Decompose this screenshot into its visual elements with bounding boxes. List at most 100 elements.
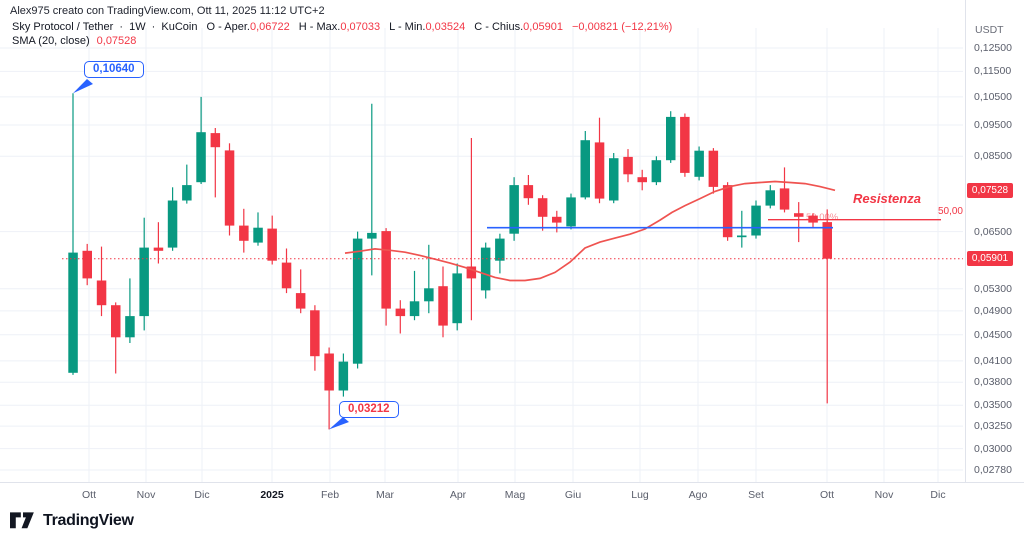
price-tick: 0,08500 — [974, 150, 1012, 163]
close-value: 0,05901 — [523, 21, 563, 33]
candle-body — [552, 216, 562, 223]
close-label: C - Chius. — [474, 21, 524, 33]
price-axis[interactable]: USDT 0,12500 0,11500 0,10500 0,09500 0,08500… — [965, 0, 1024, 510]
price-tick: 0,04100 — [974, 354, 1012, 367]
candle-body — [82, 250, 92, 279]
open-value: 0,06722 — [249, 21, 290, 33]
sma-label: SMA (20, close) — [12, 35, 90, 47]
time-tick: Mar — [375, 489, 395, 501]
candle-body — [466, 266, 477, 279]
candle-body — [822, 222, 832, 259]
candle-body — [352, 238, 363, 364]
candle-body — [737, 235, 747, 238]
price-tick: 0,03500 — [974, 399, 1012, 412]
candle-body — [424, 288, 434, 302]
candle-body — [295, 293, 306, 309]
candle-body — [794, 213, 804, 217]
candle-body — [765, 190, 775, 206]
separator-dot: · — [151, 21, 156, 33]
price-tick: 0,06500 — [974, 225, 1012, 238]
candle-body — [139, 247, 149, 317]
candle-body — [509, 185, 519, 234]
candle-body — [68, 252, 78, 373]
candle-body — [182, 185, 192, 201]
candle-body — [338, 361, 349, 391]
change-value: −0,00821 (−12,21%) — [572, 21, 673, 33]
callout-tail — [73, 79, 93, 94]
candle-body — [708, 150, 719, 187]
high-price-callout[interactable]: 0,10640 — [84, 61, 144, 78]
symbol-ohlc-row: Sky Protocol / Tether · 1W · KuCoin O - … — [12, 21, 672, 33]
price-tick: 0,04900 — [974, 304, 1012, 317]
candle-body — [281, 262, 292, 289]
time-axis[interactable]: Ott Nov Dic 2025 Feb Mar Apr Mag Giu Lug Ago Set Ott… — [0, 482, 1024, 513]
candle-body — [111, 305, 121, 338]
attribution-text: Alex975 creato con TradingView.com, Ott … — [10, 5, 325, 17]
price-tick: 0,03250 — [974, 420, 1012, 433]
candle-body — [666, 116, 676, 161]
candle-body — [580, 140, 590, 198]
candle-body — [495, 238, 505, 261]
candle-body — [153, 247, 164, 251]
sma-value: 0,07528 — [96, 35, 137, 47]
candle-body — [779, 188, 790, 210]
sma-line — [344, 180, 836, 282]
time-tick: Feb — [320, 489, 340, 501]
candle-body — [167, 200, 178, 248]
high-value: 0,07033 — [340, 21, 381, 33]
candle-body — [381, 231, 391, 309]
candle-body — [722, 185, 733, 238]
time-tick: Lug — [631, 489, 649, 501]
candle-body — [367, 232, 377, 239]
price-tick: 0,04500 — [974, 328, 1012, 341]
fib-50-right-label: 50,00 — [937, 205, 963, 217]
candle-body — [267, 228, 277, 261]
interval-label[interactable]: 1W — [129, 21, 146, 33]
tradingview-logo-icon — [10, 512, 34, 529]
price-tick: 0,03800 — [974, 376, 1012, 389]
candle-body — [680, 116, 690, 173]
low-price-callout[interactable]: 0,03212 — [339, 401, 399, 418]
time-tick: Mag — [504, 489, 526, 501]
candle-body — [566, 197, 576, 227]
tradingview-wordmark: TradingView — [43, 512, 134, 529]
candle-body — [239, 225, 249, 241]
time-tick: Set — [748, 489, 764, 501]
footer-branding[interactable]: TradingView — [10, 512, 134, 530]
low-value: 0,03524 — [425, 21, 466, 33]
fib-50-inline-label: 50,00% — [806, 211, 839, 223]
candle-body — [409, 301, 420, 317]
resistance-label[interactable]: Resistenza — [853, 191, 921, 206]
candle-body — [623, 156, 633, 175]
price-tick: 0,03000 — [974, 442, 1012, 455]
price-tick: 0,05300 — [974, 282, 1012, 295]
time-tick: 2025 — [260, 489, 284, 501]
high-label: H - Max. — [298, 21, 341, 33]
price-tick: 0,02780 — [974, 464, 1012, 476]
time-tick: Dic — [194, 489, 210, 501]
time-tick: Ago — [688, 489, 708, 501]
candle-body — [310, 310, 320, 357]
candle-body — [651, 160, 662, 183]
candle-body — [694, 150, 704, 177]
symbol-title[interactable]: Sky Protocol / Tether — [12, 21, 114, 33]
candle-body — [395, 308, 406, 317]
low-label: L - Min. — [389, 21, 426, 33]
open-label: O - Aper. — [206, 21, 250, 33]
sma-price-badge: 0,07528 — [967, 182, 1013, 198]
separator-dot: · — [119, 21, 124, 33]
indicator-row[interactable]: SMA (20, close) 0,07528 — [12, 35, 136, 47]
candle-body — [480, 247, 491, 291]
candle-body — [751, 205, 761, 236]
time-tick: Apr — [449, 489, 467, 501]
candle-body — [609, 158, 619, 201]
candle-body — [210, 133, 221, 148]
candle-body — [224, 150, 235, 226]
close-price-badge: 0,05901 — [967, 251, 1013, 267]
candle-body — [594, 142, 605, 199]
time-tick: Nov — [136, 489, 156, 501]
price-tick: 0,10500 — [974, 90, 1012, 103]
price-tick: 0,12500 — [974, 42, 1012, 54]
